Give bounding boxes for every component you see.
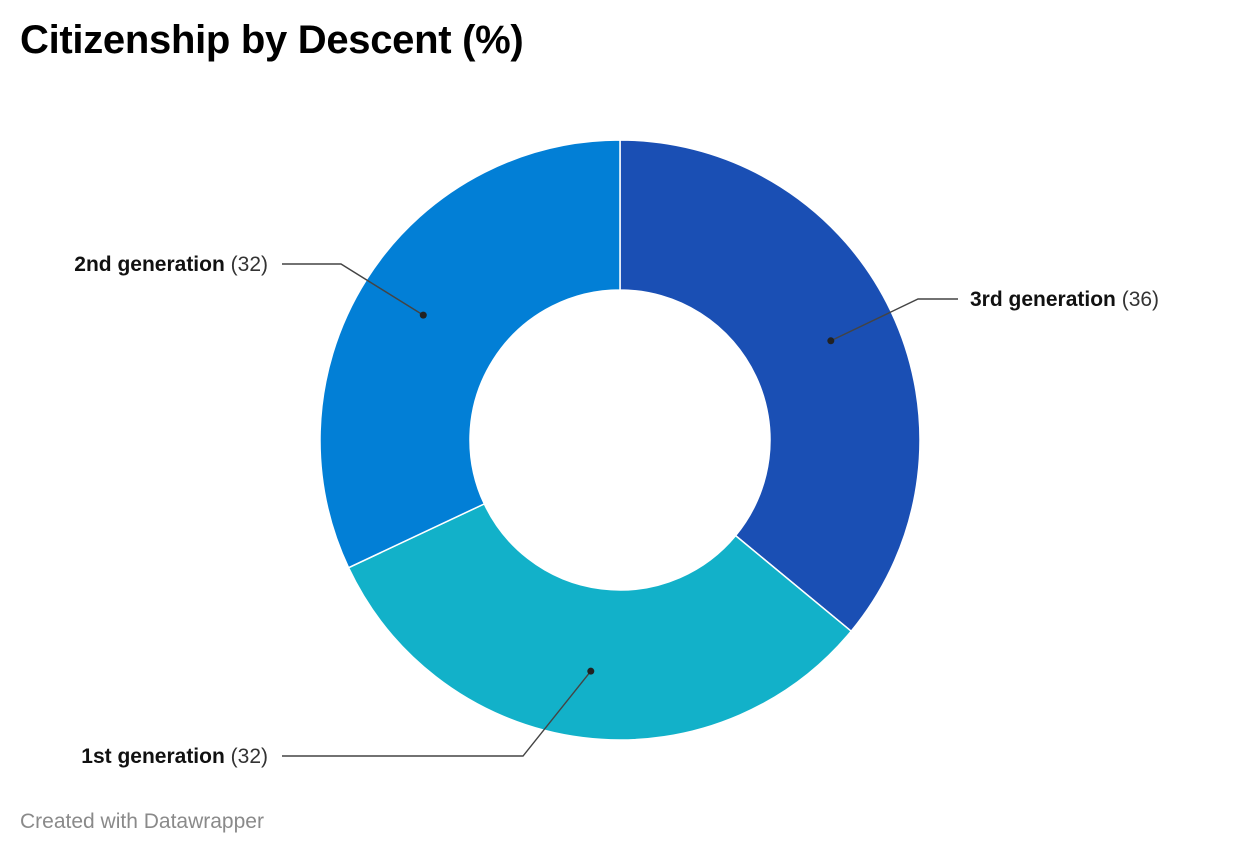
slices-layer <box>319 139 921 741</box>
label-value-2nd-generation: (32) <box>225 253 268 276</box>
label-value-1st-generation: (32) <box>225 745 268 768</box>
slice-1st-generation <box>347 502 853 741</box>
slice-2nd-generation <box>319 139 621 569</box>
leader-line-3rd-generation <box>830 298 958 342</box>
leader-line-1st-generation <box>282 670 592 757</box>
label-value-3rd-generation: (36) <box>1116 288 1159 311</box>
label-2nd-generation: 2nd generation (32) <box>74 253 268 276</box>
label-name-3rd-generation: 3rd generation <box>970 288 1116 311</box>
leader-dot-1st-generation <box>587 667 595 675</box>
label-1st-generation: 1st generation (32) <box>81 745 268 768</box>
leader-line-2nd-generation <box>282 263 424 316</box>
footer-credit: Created with Datawrapper <box>20 810 264 833</box>
label-name-1st-generation: 1st generation <box>81 745 225 768</box>
leader-dot-2nd-generation <box>419 311 427 319</box>
slice-3rd-generation <box>619 139 921 633</box>
label-name-2nd-generation: 2nd generation <box>74 253 225 276</box>
label-3rd-generation: 3rd generation (36) <box>970 288 1159 311</box>
leader-dot-3rd-generation <box>827 337 835 345</box>
labels-layer: 3rd generation (36)1st generation (32)2n… <box>74 253 1159 768</box>
chart-title: Citizenship by Descent (%) <box>20 18 524 62</box>
